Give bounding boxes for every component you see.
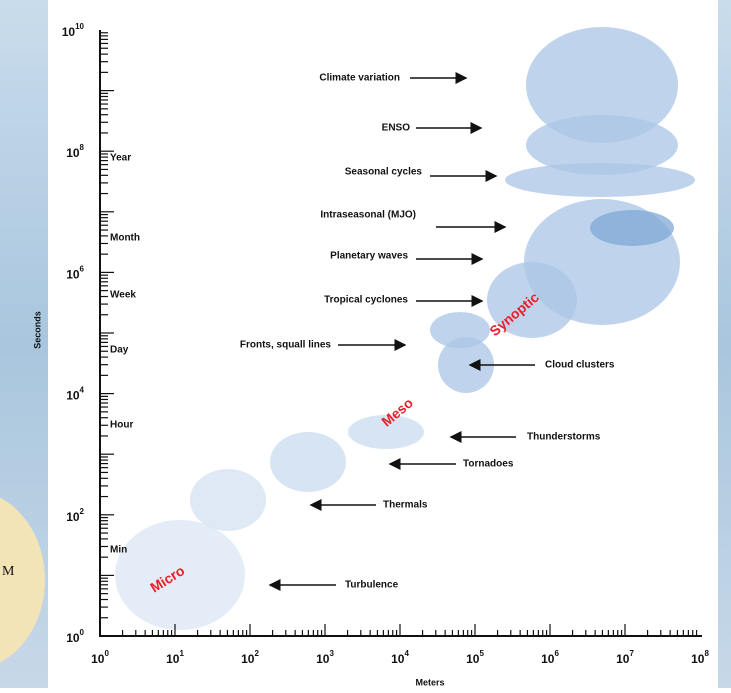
x-tick-label-exp: 3	[329, 649, 334, 658]
phenomenon-label: Tropical cyclones	[324, 295, 408, 306]
x-tick-label-exp: 5	[479, 649, 484, 658]
y-tick-label-exp: 4	[80, 386, 85, 395]
x-tick-label-base: 10	[91, 652, 105, 666]
x-tick-label-exp: 8	[704, 649, 709, 658]
time-label: Day	[110, 345, 129, 356]
y-tick-label-base: 10	[66, 268, 80, 282]
phenomenon-label: Tornadoes	[463, 459, 514, 470]
phenomenon-label: Climate variation	[319, 73, 400, 84]
x-tick-label-base: 10	[616, 652, 630, 666]
time-label: Week	[110, 290, 136, 301]
phenomenon-label: Thermals	[383, 500, 428, 511]
phenomenon-label: Turbulence	[345, 580, 399, 591]
phenomenon-label: Cloud clusters	[545, 360, 615, 371]
x-tick-label-base: 10	[316, 652, 330, 666]
y-tick-label-base: 10	[66, 389, 80, 403]
phenomenon-label: Thunderstorms	[527, 432, 601, 443]
x-axis-title: Meters	[415, 677, 444, 687]
time-label: Month	[110, 233, 140, 244]
time-label: Min	[110, 545, 127, 556]
x-tick-label-exp: 6	[554, 649, 559, 658]
x-tick-label-exp: 7	[629, 649, 634, 658]
x-tick-label-exp: 4	[404, 649, 409, 658]
y-tick-label-base: 10	[62, 25, 76, 39]
x-tick-label-exp: 0	[104, 649, 109, 658]
y-axis-title: Seconds	[32, 311, 42, 349]
x-tick-label-base: 10	[166, 652, 180, 666]
y-tick-label-exp: 10	[75, 22, 84, 31]
phenomenon-label: Intraseasonal (MJO)	[320, 210, 416, 221]
x-tick-label-base: 10	[241, 652, 255, 666]
y-tick-label-exp: 8	[80, 143, 85, 152]
time-label: Hour	[110, 420, 133, 431]
y-tick-label-base: 10	[66, 510, 80, 524]
y-tick-label-base: 10	[66, 631, 80, 645]
scale-chart: M Seconds Meters 10010210410610810101001…	[0, 0, 731, 688]
phenomenon-label: ENSO	[382, 123, 411, 134]
y-tick-label-base: 10	[66, 146, 80, 160]
y-tick-label-exp: 6	[80, 265, 85, 274]
x-tick-label-base: 10	[541, 652, 555, 666]
x-tick-label-base: 10	[391, 652, 405, 666]
x-tick-label-base: 10	[691, 652, 705, 666]
y-tick-label-exp: 0	[80, 628, 85, 637]
phenomenon-label: Planetary waves	[330, 251, 408, 262]
x-tick-label-base: 10	[466, 652, 480, 666]
bg-text: M	[2, 564, 15, 579]
x-tick-label-exp: 1	[179, 649, 184, 658]
phenomenon-label: Seasonal cycles	[345, 167, 423, 178]
y-tick-label-exp: 2	[80, 507, 85, 516]
phenomenon-label: Fronts, squall lines	[240, 340, 332, 351]
time-label: Year	[110, 153, 131, 164]
x-tick-label-exp: 2	[254, 649, 259, 658]
